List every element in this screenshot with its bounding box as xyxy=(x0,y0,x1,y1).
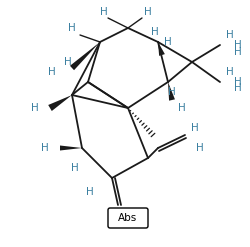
Text: H: H xyxy=(86,187,94,197)
Polygon shape xyxy=(60,145,82,150)
Text: H: H xyxy=(144,7,151,17)
Text: H: H xyxy=(178,103,185,113)
Text: H: H xyxy=(31,103,39,113)
Text: H: H xyxy=(41,143,49,153)
Text: H: H xyxy=(150,27,158,37)
Text: H: H xyxy=(233,77,241,87)
Text: H: H xyxy=(164,37,171,47)
Text: H: H xyxy=(233,47,241,57)
Text: H: H xyxy=(225,30,233,40)
Text: H: H xyxy=(190,123,198,133)
Text: H: H xyxy=(64,57,72,67)
Text: H: H xyxy=(233,83,241,93)
Text: H: H xyxy=(68,23,76,33)
Text: H: H xyxy=(100,7,108,17)
Text: H: H xyxy=(168,87,175,97)
Text: H: H xyxy=(71,163,78,173)
Polygon shape xyxy=(167,82,174,101)
Text: Abs: Abs xyxy=(118,213,137,223)
Polygon shape xyxy=(157,42,164,56)
Polygon shape xyxy=(48,95,72,111)
FancyBboxPatch shape xyxy=(108,208,148,228)
Text: H: H xyxy=(225,67,233,77)
Polygon shape xyxy=(70,42,100,70)
Text: H: H xyxy=(233,40,241,50)
Text: H: H xyxy=(195,143,203,153)
Text: H: H xyxy=(48,67,56,77)
